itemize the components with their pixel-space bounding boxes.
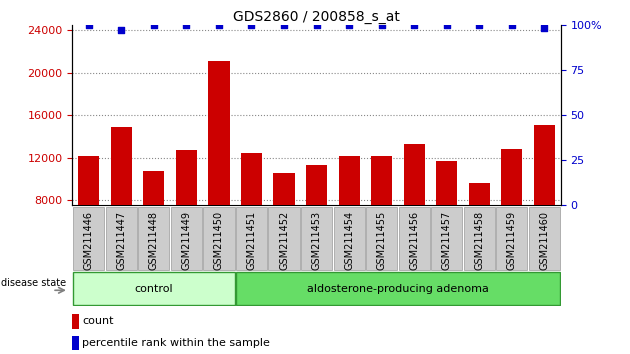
Point [442,22,452,28]
FancyBboxPatch shape [236,272,560,305]
Bar [306,165,327,205]
FancyBboxPatch shape [366,207,398,269]
FancyBboxPatch shape [236,207,267,269]
Text: GSM211454: GSM211454 [344,211,354,270]
Point [410,22,420,28]
Point [84,22,94,28]
FancyBboxPatch shape [106,207,137,269]
Text: disease state: disease state [1,278,67,288]
Bar [143,171,164,205]
Point [539,25,549,31]
Point [344,22,354,28]
Text: GSM211448: GSM211448 [149,211,159,269]
FancyBboxPatch shape [529,207,560,269]
Bar [338,156,360,205]
Text: count: count [82,316,113,326]
FancyBboxPatch shape [333,207,365,269]
Point [377,22,387,28]
Bar [111,127,132,205]
FancyBboxPatch shape [301,207,332,269]
Text: GSM211460: GSM211460 [539,211,549,269]
Text: GSM211451: GSM211451 [246,211,256,270]
Point [214,22,224,28]
Bar [241,153,262,205]
Text: GSM211452: GSM211452 [279,211,289,270]
Point [474,22,484,28]
Bar [371,156,392,205]
FancyBboxPatch shape [73,207,105,269]
Text: GSM211446: GSM211446 [84,211,94,269]
Point [246,22,256,28]
Point [312,22,322,28]
Title: GDS2860 / 200858_s_at: GDS2860 / 200858_s_at [233,10,400,24]
Text: GSM211457: GSM211457 [442,211,452,270]
Text: GSM211447: GSM211447 [117,211,126,270]
Point [279,22,289,28]
FancyBboxPatch shape [73,272,234,305]
Bar [436,161,457,205]
Bar [176,150,197,205]
FancyBboxPatch shape [464,207,495,269]
Text: GSM211449: GSM211449 [181,211,192,269]
Text: aldosterone-producing adenoma: aldosterone-producing adenoma [307,284,489,293]
FancyBboxPatch shape [496,207,527,269]
Text: control: control [135,284,173,293]
Point [116,27,126,33]
Text: GSM211450: GSM211450 [214,211,224,270]
Point [181,22,192,28]
Bar [273,173,295,205]
Bar [534,125,555,205]
FancyBboxPatch shape [399,207,430,269]
FancyBboxPatch shape [268,207,300,269]
Bar [501,149,522,205]
Point [149,22,159,28]
FancyBboxPatch shape [203,207,234,269]
Text: GSM211453: GSM211453 [312,211,321,270]
FancyBboxPatch shape [138,207,169,269]
Text: GSM211455: GSM211455 [377,211,387,270]
Text: GSM211458: GSM211458 [474,211,484,270]
Text: GSM211456: GSM211456 [410,211,419,270]
Bar [78,156,100,205]
Bar [209,61,229,205]
Point [507,22,517,28]
Text: GSM211459: GSM211459 [507,211,517,270]
FancyBboxPatch shape [171,207,202,269]
Bar [404,144,425,205]
Bar [469,183,490,205]
FancyBboxPatch shape [431,207,462,269]
Bar [72,314,79,329]
Bar [72,336,79,350]
Text: percentile rank within the sample: percentile rank within the sample [82,338,270,348]
